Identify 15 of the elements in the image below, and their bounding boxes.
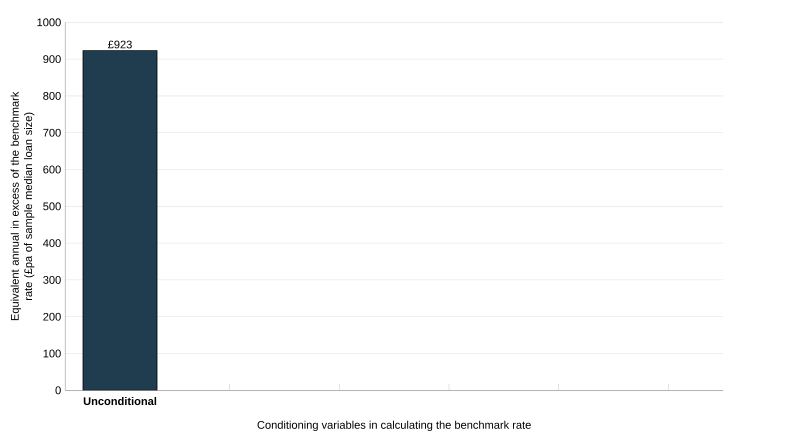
x-tick-label: Unconditional	[84, 396, 156, 406]
y-axis-title: Equivalent annual in excess of the benchmark rate (£pa of sample median loan size)	[10, 92, 34, 320]
y-tick-label: 900	[43, 55, 61, 64]
y-tick-label: 400	[43, 239, 61, 248]
y-tick-label: 1000	[37, 18, 61, 26]
y-tick-label: 700	[43, 128, 61, 137]
x-axis-title: Conditioning variables in calculating the benchmark rate	[258, 420, 531, 432]
y-tick-label: 300	[43, 276, 61, 284]
y-tick-label: 200	[43, 312, 61, 321]
data-label: £923	[108, 40, 132, 48]
y-tick-label: 500	[43, 202, 61, 210]
y-tick-label: 0	[56, 386, 61, 394]
y-tick-label: 800	[43, 92, 61, 100]
y-tick-label: 100	[44, 350, 61, 358]
y-tick-label: 600	[43, 166, 61, 174]
